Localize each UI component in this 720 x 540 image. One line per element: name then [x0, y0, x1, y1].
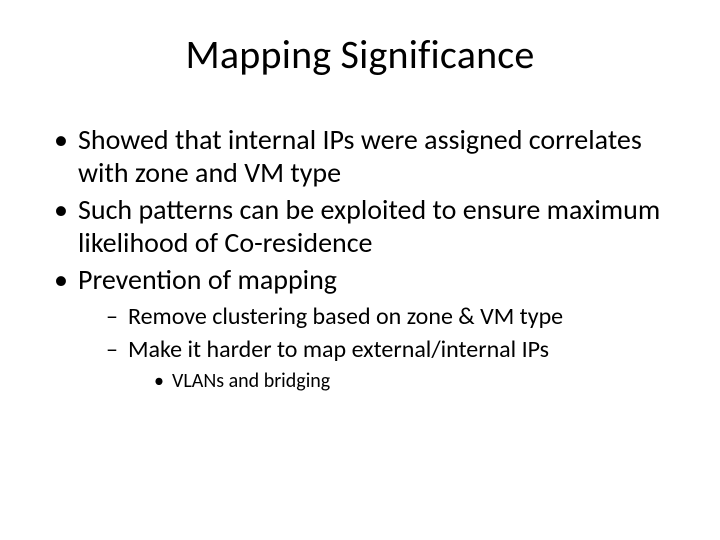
bullet-list-lvl1: Showed that internal IPs were assigned c…: [48, 123, 672, 394]
bullet-list-lvl3: VLANs and bridging: [128, 369, 672, 394]
bullet-lvl1: Prevention of mapping Remove clustering …: [54, 263, 672, 394]
slide-title: Mapping Significance: [48, 30, 672, 79]
bullet-text: Such patterns can be exploited to ensure…: [78, 192, 660, 260]
bullet-text: Prevention of mapping: [78, 262, 337, 297]
bullet-lvl2: Remove clustering based on zone & VM typ…: [106, 302, 672, 331]
bullet-list-lvl2: Remove clustering based on zone & VM typ…: [78, 302, 672, 394]
bullet-text: Showed that internal IPs were assigned c…: [78, 122, 642, 190]
bullet-text: VLANs and bridging: [172, 369, 330, 393]
bullet-lvl3: VLANs and bridging: [154, 369, 672, 394]
bullet-lvl2: Make it harder to map external/internal …: [106, 335, 672, 393]
bullet-lvl1: Showed that internal IPs were assigned c…: [54, 123, 672, 189]
bullet-text: Remove clustering based on zone & VM typ…: [128, 302, 563, 331]
bullet-lvl1: Such patterns can be exploited to ensure…: [54, 193, 672, 259]
slide: Mapping Significance Showed that interna…: [0, 0, 720, 540]
bullet-text: Make it harder to map external/internal …: [128, 335, 549, 364]
